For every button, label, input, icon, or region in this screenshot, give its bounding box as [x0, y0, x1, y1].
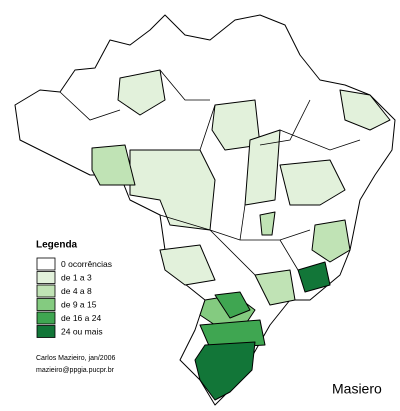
legend-label: de 16 a 24 — [61, 313, 101, 323]
region — [254, 269, 296, 306]
state-borders — [59, 69, 361, 276]
legend: Legenda 0 ocorrências de 1 a 3 de 4 a 8 de … — [36, 240, 112, 338]
region — [214, 291, 251, 319]
region — [159, 244, 216, 286]
country-map — [14, 14, 396, 406]
region — [244, 129, 281, 206]
legend-label: 24 ou mais — [61, 326, 103, 336]
legend-label: 0 ocorrências — [61, 259, 112, 269]
region — [129, 149, 216, 231]
region — [211, 99, 261, 151]
legend-title: Legenda — [36, 240, 78, 251]
signature: Masiero — [332, 381, 382, 397]
legend-swatch — [36, 284, 56, 298]
region — [339, 89, 391, 131]
region — [297, 261, 331, 293]
legend-label: de 9 a 15 — [61, 299, 97, 309]
legend-label: de 4 a 8 — [61, 286, 92, 296]
region — [117, 69, 166, 116]
legend-swatch — [36, 325, 56, 338]
region — [194, 341, 256, 401]
region — [259, 211, 276, 236]
credit-line: Carlos Mazieiro, jan/2006 — [36, 355, 115, 362]
credit-line: mazieiro@ppgia.pucpr.br — [36, 367, 115, 374]
region — [91, 144, 136, 186]
region — [279, 159, 346, 206]
legend-swatch — [36, 298, 56, 311]
legend-swatch — [36, 311, 56, 325]
legend-swatch — [36, 257, 56, 271]
legend-label: de 1 a 3 — [61, 272, 92, 282]
legend-swatch — [36, 271, 56, 284]
region — [311, 219, 351, 263]
region — [199, 319, 266, 349]
